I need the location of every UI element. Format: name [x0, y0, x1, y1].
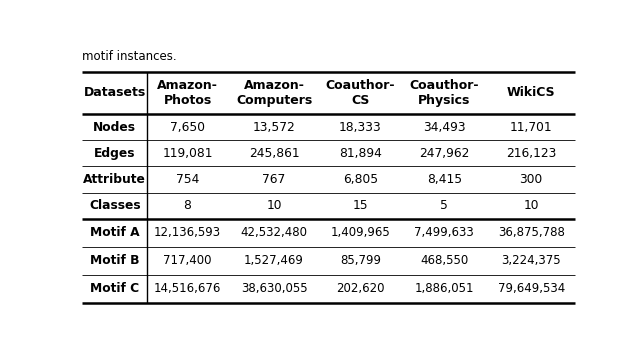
Text: 7,499,633: 7,499,633	[414, 226, 474, 239]
Text: 6,805: 6,805	[343, 173, 378, 186]
Text: 79,649,534: 79,649,534	[498, 282, 565, 295]
Text: Computers: Computers	[236, 94, 312, 107]
Text: 1,409,965: 1,409,965	[331, 226, 390, 239]
Text: 11,701: 11,701	[510, 120, 552, 133]
Text: 12,136,593: 12,136,593	[154, 226, 221, 239]
Text: Physics: Physics	[418, 94, 470, 107]
Text: Attribute: Attribute	[83, 173, 146, 186]
Text: 717,400: 717,400	[163, 254, 212, 267]
Text: 34,493: 34,493	[423, 120, 465, 133]
Text: 36,875,788: 36,875,788	[498, 226, 564, 239]
Text: Photos: Photos	[163, 94, 212, 107]
Text: WikiCS: WikiCS	[507, 86, 556, 99]
Text: Amazon-: Amazon-	[157, 79, 218, 92]
Text: Coauthor-: Coauthor-	[410, 79, 479, 92]
Text: 7,650: 7,650	[170, 120, 205, 133]
Text: Motif A: Motif A	[90, 226, 140, 239]
Text: Motif B: Motif B	[90, 254, 140, 267]
Text: 202,620: 202,620	[336, 282, 385, 295]
Text: 14,516,676: 14,516,676	[154, 282, 221, 295]
Text: 42,532,480: 42,532,480	[241, 226, 307, 239]
Text: motif instances.: motif instances.	[83, 50, 177, 63]
Text: Datasets: Datasets	[84, 86, 146, 99]
Text: 13,572: 13,572	[253, 120, 296, 133]
Text: 247,962: 247,962	[419, 147, 469, 160]
Text: Coauthor-: Coauthor-	[326, 79, 396, 92]
Text: 85,799: 85,799	[340, 254, 381, 267]
Text: 1,886,051: 1,886,051	[415, 282, 474, 295]
Text: 754: 754	[176, 173, 199, 186]
Text: Motif C: Motif C	[90, 282, 140, 295]
Text: Nodes: Nodes	[93, 120, 136, 133]
Text: 216,123: 216,123	[506, 147, 556, 160]
Text: 10: 10	[524, 199, 539, 212]
Text: 18,333: 18,333	[339, 120, 382, 133]
Text: 81,894: 81,894	[339, 147, 382, 160]
Text: CS: CS	[351, 94, 370, 107]
Text: 767: 767	[262, 173, 285, 186]
Text: 1,527,469: 1,527,469	[244, 254, 304, 267]
Text: Classes: Classes	[89, 199, 141, 212]
Text: 8,415: 8,415	[427, 173, 462, 186]
Text: 38,630,055: 38,630,055	[241, 282, 307, 295]
Text: 5: 5	[440, 199, 448, 212]
Text: 245,861: 245,861	[249, 147, 300, 160]
Text: 468,550: 468,550	[420, 254, 468, 267]
Text: Amazon-: Amazon-	[244, 79, 305, 92]
Text: 300: 300	[520, 173, 543, 186]
Text: 8: 8	[184, 199, 191, 212]
Text: 3,224,375: 3,224,375	[501, 254, 561, 267]
Text: 15: 15	[353, 199, 368, 212]
Text: 10: 10	[266, 199, 282, 212]
Text: Edges: Edges	[94, 147, 136, 160]
Text: 119,081: 119,081	[163, 147, 213, 160]
